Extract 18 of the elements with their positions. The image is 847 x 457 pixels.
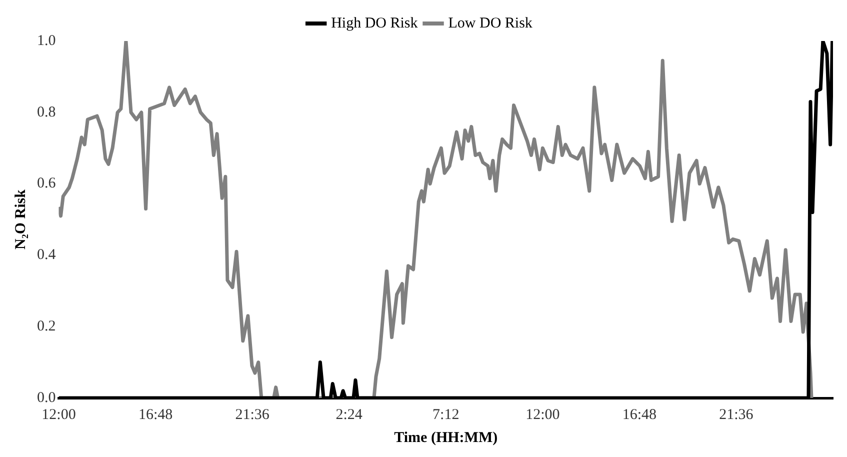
x-tick-label: 12:00 xyxy=(42,406,76,423)
y-axis-title: N₂O Risk xyxy=(12,188,29,250)
y-tick-label: 0.8 xyxy=(37,104,56,120)
legend-label: Low DO Risk xyxy=(448,15,533,32)
x-tick-label: 21:36 xyxy=(235,406,270,423)
y-tick-label: 0.2 xyxy=(37,318,56,335)
x-tick-label: 12:00 xyxy=(526,406,560,423)
x-tick-label: 16:48 xyxy=(622,406,657,423)
x-tick-label: 21:36 xyxy=(719,406,754,423)
y-tick-label: 1.0 xyxy=(37,32,56,49)
y-tick-label: 0.4 xyxy=(37,247,56,264)
legend-label: High DO Risk xyxy=(331,15,418,32)
x-tick-label: 7:12 xyxy=(432,406,460,423)
y-tick-label: 0.0 xyxy=(37,390,56,406)
x-tick-label: 2:24 xyxy=(336,406,363,423)
x-axis-title: Time (HH:MM) xyxy=(394,430,498,446)
x-tick-label: 16:48 xyxy=(138,406,173,423)
y-tick-label: 0.6 xyxy=(37,176,56,192)
